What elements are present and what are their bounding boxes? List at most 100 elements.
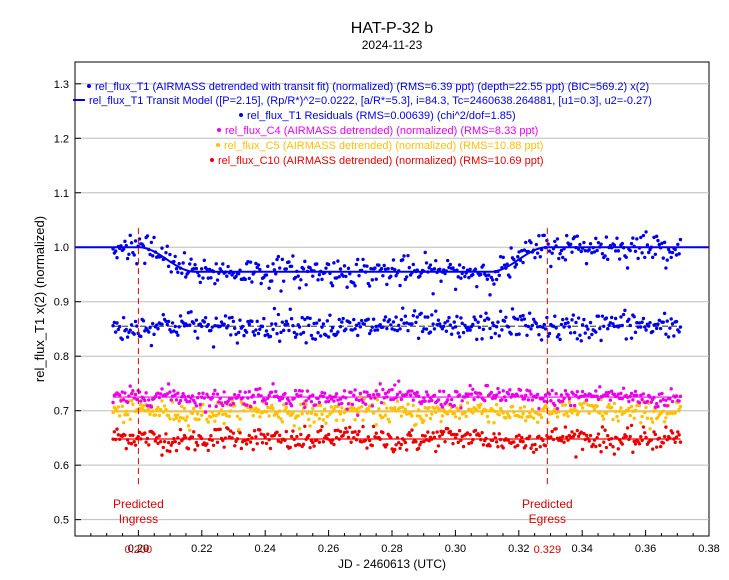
data-point	[131, 402, 135, 406]
data-point	[617, 324, 622, 328]
data-point	[629, 423, 634, 428]
data-point	[197, 417, 201, 422]
data-point	[661, 441, 665, 445]
data-point	[189, 310, 193, 314]
data-point	[530, 443, 535, 447]
data-point	[389, 436, 393, 440]
data-point	[389, 274, 393, 279]
data-point	[557, 410, 561, 414]
data-point	[460, 321, 464, 326]
data-point	[320, 325, 324, 329]
data-point	[424, 438, 429, 442]
data-point	[565, 317, 569, 321]
data-point	[330, 410, 335, 414]
data-point	[266, 405, 270, 410]
data-point	[133, 319, 138, 324]
data-point	[436, 318, 441, 322]
data-point	[233, 393, 237, 397]
data-point	[402, 254, 406, 258]
data-point	[373, 328, 377, 332]
data-point	[558, 337, 562, 342]
data-point	[379, 400, 384, 405]
data-point	[390, 327, 394, 331]
data-point	[133, 443, 138, 447]
data-point	[662, 420, 667, 424]
data-point	[321, 440, 326, 444]
data-point	[600, 425, 605, 429]
data-point	[549, 435, 553, 439]
data-point	[352, 393, 356, 397]
series-4	[111, 423, 683, 459]
data-point	[251, 393, 255, 398]
data-point	[227, 414, 232, 418]
data-point	[486, 420, 491, 424]
data-point	[497, 334, 501, 338]
data-point	[416, 336, 421, 340]
data-point	[650, 329, 655, 334]
data-point	[336, 428, 340, 432]
data-point	[209, 415, 213, 419]
data-point	[334, 392, 339, 396]
data-point	[139, 399, 143, 403]
data-point	[448, 429, 453, 434]
data-point	[311, 440, 315, 445]
data-point	[177, 325, 181, 329]
data-point	[586, 403, 590, 407]
data-point	[520, 415, 524, 419]
data-point	[369, 396, 373, 400]
data-point	[156, 327, 160, 331]
data-point	[582, 431, 586, 436]
data-point	[604, 445, 609, 450]
data-point	[628, 323, 632, 328]
data-point	[132, 253, 136, 257]
data-point	[197, 273, 201, 278]
data-point	[116, 433, 121, 437]
data-point	[513, 445, 517, 449]
data-point	[530, 407, 535, 411]
data-point	[346, 402, 351, 406]
data-point	[311, 406, 315, 411]
data-point	[558, 251, 562, 256]
data-point	[381, 325, 385, 329]
data-point	[497, 273, 501, 278]
data-point	[210, 410, 214, 415]
data-point	[348, 272, 352, 276]
data-point	[439, 279, 443, 283]
data-point	[472, 315, 476, 319]
data-point	[329, 329, 333, 333]
data-point	[524, 444, 528, 448]
data-point	[631, 398, 635, 402]
data-point	[319, 394, 323, 398]
data-point	[157, 413, 162, 418]
data-point	[492, 323, 496, 328]
data-point	[214, 413, 218, 418]
data-point	[160, 387, 164, 391]
data-point	[648, 320, 652, 325]
data-point	[234, 439, 238, 444]
data-point	[399, 442, 404, 447]
data-point	[361, 418, 365, 422]
data-point	[246, 260, 250, 264]
data-point	[594, 444, 598, 449]
data-point	[326, 432, 331, 437]
data-point	[201, 402, 205, 407]
data-point	[278, 433, 282, 438]
data-point	[176, 333, 180, 337]
x-tick-label: 0.34	[571, 543, 592, 555]
data-point	[443, 439, 447, 444]
data-point	[141, 404, 146, 408]
data-point	[301, 402, 306, 406]
data-point	[547, 412, 552, 416]
data-point	[587, 335, 591, 340]
data-point	[152, 432, 156, 436]
data-point	[468, 267, 472, 272]
data-point	[244, 403, 249, 407]
data-point	[317, 400, 322, 405]
data-point	[563, 403, 568, 407]
data-point	[607, 437, 611, 442]
data-point	[619, 315, 623, 319]
data-point	[250, 280, 254, 284]
data-point	[189, 257, 193, 261]
data-point	[193, 448, 197, 452]
data-point	[280, 320, 285, 324]
